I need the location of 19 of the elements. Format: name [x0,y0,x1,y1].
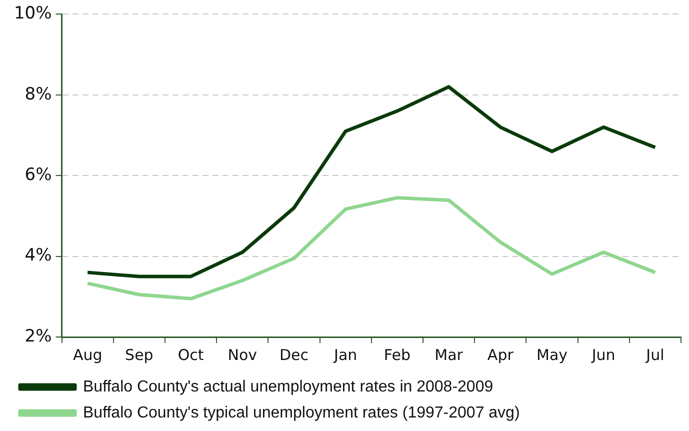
x-tick-label: Mar [434,346,464,364]
y-tick-label: 10% [14,4,52,24]
x-tick-label: Feb [384,346,410,364]
y-tick-label: 2% [24,326,52,346]
x-tick-label: Nov [228,346,258,364]
x-tick-label: Apr [487,346,514,364]
x-tick-label: Jan [333,346,358,364]
x-tick-label: Dec [279,346,309,364]
y-tick-label: 6% [24,165,52,186]
x-tick-label: Sep [125,346,154,364]
legend-label: Buffalo County's actual unemployment rates in 2008-2009 [83,378,494,396]
x-tick-label: Jul [645,346,664,364]
legend-label: Buffalo County's typical unemployment rates (1997-2007 avg) [83,404,520,422]
x-tick-label: Jun [590,346,616,364]
x-tick-label: May [536,346,568,364]
y-tick-label: 8% [24,84,52,104]
x-tick-label: Oct [178,346,204,364]
x-tick-label: Aug [72,346,102,364]
y-tick-label: 4% [24,246,52,266]
